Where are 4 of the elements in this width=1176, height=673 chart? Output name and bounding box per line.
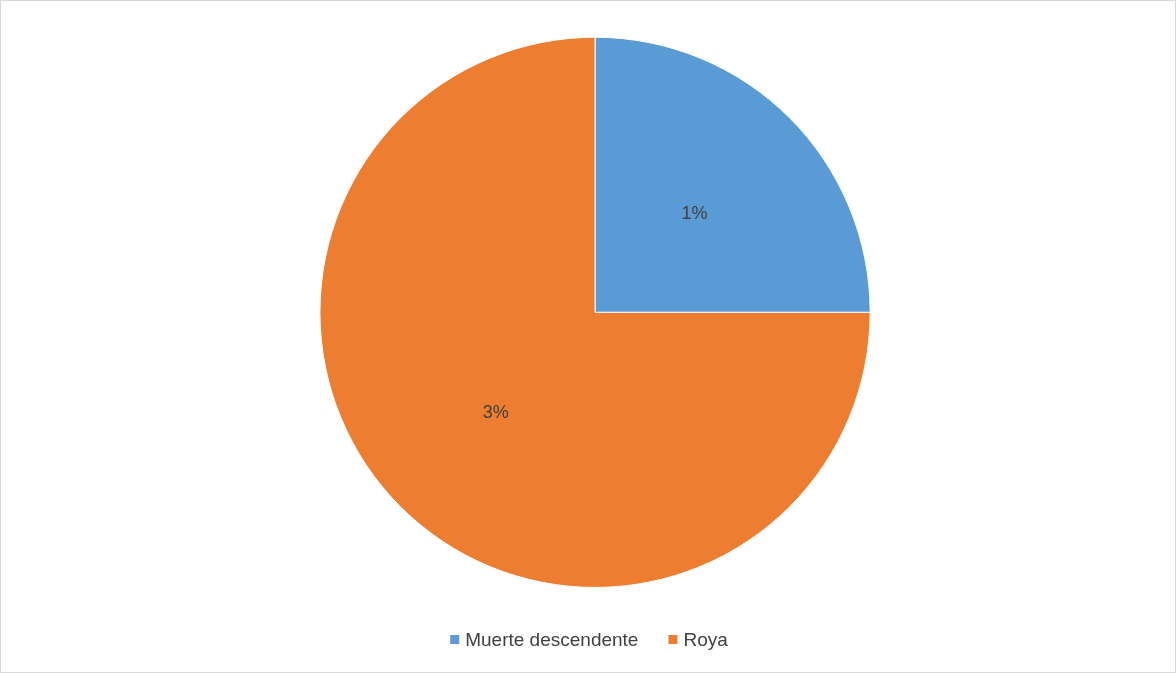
legend-label: Roya xyxy=(683,629,729,650)
legend-label: Muerte descendente xyxy=(465,629,639,650)
data-label: 3% xyxy=(482,401,509,422)
data-label: 1% xyxy=(681,202,708,223)
